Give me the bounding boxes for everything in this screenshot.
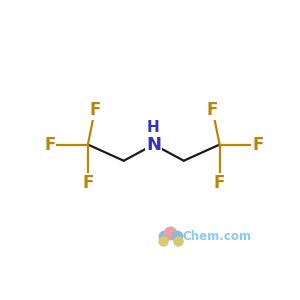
- Text: F: F: [207, 101, 218, 119]
- Text: F: F: [252, 136, 263, 154]
- Text: F: F: [82, 174, 94, 192]
- Text: F: F: [89, 101, 100, 119]
- Text: F: F: [214, 174, 225, 192]
- Text: H: H: [146, 120, 159, 135]
- Text: Chem.com: Chem.com: [183, 230, 252, 244]
- Text: N: N: [146, 136, 161, 154]
- Text: F: F: [44, 136, 56, 154]
